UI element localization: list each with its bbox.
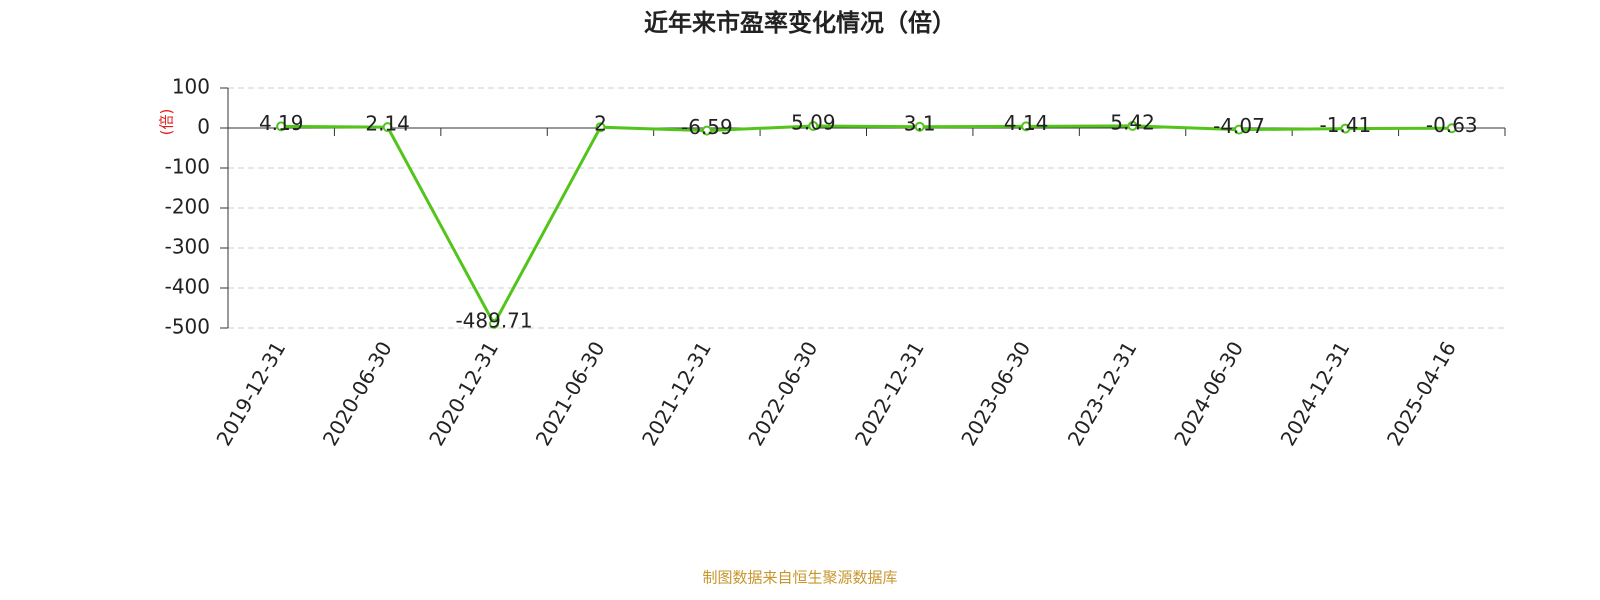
data-label: 4.14 (1004, 111, 1049, 135)
x-tick-label: 2022-06-30 (743, 337, 822, 450)
data-label: 3.1 (904, 111, 936, 135)
x-tick-label: 2021-06-30 (531, 337, 610, 450)
x-tick-label: 2024-12-31 (1276, 337, 1355, 450)
y-tick-label: -200 (165, 195, 210, 219)
x-tick-label: 2021-12-31 (637, 337, 716, 450)
point (808, 120, 819, 131)
point (1127, 120, 1138, 131)
data-label: -4.07 (1213, 114, 1265, 138)
data-label: 5.42 (1110, 110, 1155, 134)
data-label: 5.09 (791, 110, 836, 134)
x-tick-label: 2022-12-31 (850, 337, 929, 450)
y-tick-label: -500 (165, 315, 210, 339)
x-tick-label: 2023-12-31 (1063, 337, 1142, 450)
data-label: -489.71 (455, 308, 532, 332)
x-tick-label: 2024-06-30 (1169, 337, 1248, 450)
x-tick-label: 2023-06-30 (956, 337, 1035, 450)
point (1340, 123, 1351, 134)
y-axis-label: (倍) (158, 109, 176, 136)
data-label: 2.14 (365, 112, 410, 136)
point (382, 122, 393, 133)
data-label: -1.41 (1320, 113, 1372, 137)
y-tick-label: -100 (165, 155, 210, 179)
point (1021, 121, 1032, 132)
y-tick-label: -300 (165, 235, 210, 259)
data-label: -6.59 (681, 115, 733, 139)
chart-title: 近年来市盈率变化情况（倍） (644, 9, 956, 37)
x-tick-label: 2019-12-31 (211, 337, 290, 450)
data-label: 2 (594, 112, 607, 136)
point (701, 125, 712, 136)
y-tick-label: 100 (172, 75, 210, 99)
point (1446, 123, 1457, 134)
source-note: 制图数据来自恒生聚源数据库 (702, 569, 897, 587)
data-label: 4.19 (259, 111, 304, 135)
point (489, 318, 500, 329)
line-series (281, 124, 1452, 328)
point (595, 122, 606, 133)
point (914, 121, 925, 132)
point (276, 121, 287, 132)
data-label: -0.63 (1426, 113, 1478, 137)
x-tick-label: 2025-04-16 (1382, 337, 1461, 450)
y-tick-label: -400 (165, 275, 210, 299)
point (1233, 124, 1244, 135)
x-tick-label: 2020-06-30 (318, 337, 397, 450)
y-tick-label: 0 (197, 115, 210, 139)
x-tick-label: 2020-12-31 (424, 337, 503, 450)
